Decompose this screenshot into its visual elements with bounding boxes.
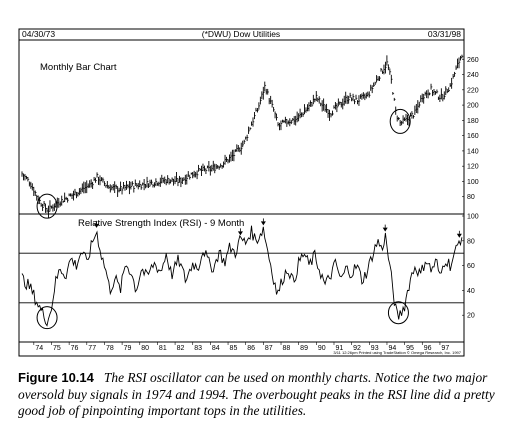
end-date-label: 03/31/98 bbox=[428, 29, 461, 39]
price-y-tick-label: 140 bbox=[467, 148, 479, 155]
rsi-series-line bbox=[21, 225, 463, 327]
x-tick-label: 79 bbox=[124, 345, 132, 352]
x-tick-label: 92 bbox=[353, 345, 361, 352]
x-tick-label: 97 bbox=[441, 345, 449, 352]
x-tick-label: 95 bbox=[406, 345, 414, 352]
buy-signal-circle bbox=[36, 193, 58, 219]
overbought-arrow bbox=[382, 227, 388, 232]
rsi-y-tick-label: 80 bbox=[467, 238, 475, 245]
x-axis: 74 75 76 77 78 79 80 81 82 83 84 85 86 87 88 89 90 91 92 93… bbox=[33, 342, 449, 352]
rsi-y-axis: 20 40 60 80 100 bbox=[462, 214, 479, 320]
x-tick-label: 96 bbox=[424, 345, 432, 352]
x-tick-label: 83 bbox=[194, 345, 202, 352]
rsi-y-tick-label: 100 bbox=[467, 214, 479, 221]
x-tick-label: 91 bbox=[335, 345, 343, 352]
x-tick-label: 81 bbox=[159, 345, 167, 352]
rsi-y-tick-label: 40 bbox=[467, 288, 475, 295]
x-tick-label: 78 bbox=[106, 345, 114, 352]
chart-title: (*DWU) Dow Utilities bbox=[202, 29, 280, 39]
caption-label: Figure 10.14 bbox=[18, 370, 94, 385]
x-tick-label: 80 bbox=[141, 345, 149, 352]
price-y-tick-label: 80 bbox=[467, 194, 475, 201]
price-y-tick-label: 120 bbox=[467, 164, 479, 171]
x-tick-label: 93 bbox=[371, 345, 379, 352]
x-tick-label: 85 bbox=[230, 345, 238, 352]
x-tick-label: 86 bbox=[247, 345, 255, 352]
overbought-arrow bbox=[456, 233, 462, 238]
price-y-tick-label: 220 bbox=[467, 87, 479, 94]
x-tick-label: 89 bbox=[300, 345, 308, 352]
price-y-tick-label: 100 bbox=[467, 179, 479, 186]
price-y-tick-label: 240 bbox=[467, 72, 479, 79]
x-tick-label: 88 bbox=[283, 345, 291, 352]
x-tick-label: 82 bbox=[177, 345, 185, 352]
price-buy-circles bbox=[36, 108, 411, 219]
rsi-y-tick-label: 20 bbox=[467, 313, 475, 320]
price-y-tick-label: 160 bbox=[467, 133, 479, 140]
rsi-buy-signal-circle bbox=[387, 301, 409, 325]
rsi-buy-circles bbox=[36, 301, 409, 330]
rsi-line bbox=[21, 225, 463, 327]
overbought-arrow bbox=[260, 221, 266, 226]
buy-signal-circle bbox=[389, 108, 411, 134]
rsi-panel-title: Relative Strength Index (RSI) - 9 Month bbox=[78, 218, 244, 229]
x-tick-label: 87 bbox=[265, 345, 273, 352]
rsi-y-tick-label: 60 bbox=[467, 263, 475, 270]
x-tick-label: 94 bbox=[388, 345, 396, 352]
rsi-buy-signal-circle bbox=[36, 306, 58, 330]
caption-text: The RSI oscillator can be used on monthl… bbox=[18, 370, 495, 419]
footer-credit: 3/11 12:26pm Printed using TradeStation … bbox=[333, 350, 461, 355]
x-tick-label: 84 bbox=[212, 345, 220, 352]
x-tick-label: 75 bbox=[53, 345, 61, 352]
rsi-reference-lines bbox=[19, 252, 464, 304]
price-y-tick-label: 180 bbox=[467, 118, 479, 125]
start-date-label: 04/30/73 bbox=[22, 29, 55, 39]
x-tick-label: 90 bbox=[318, 345, 326, 352]
overbought-arrow bbox=[94, 223, 100, 228]
x-tick-label: 77 bbox=[88, 345, 96, 352]
rsi-overbought-arrows bbox=[94, 218, 462, 238]
figure-caption: Figure 10.14 The RSI oscillator can be u… bbox=[18, 370, 518, 420]
price-bars bbox=[21, 54, 464, 218]
x-tick-label: 76 bbox=[71, 345, 79, 352]
chart-frame bbox=[18, 28, 465, 357]
overbought-arrow bbox=[237, 231, 243, 236]
price-y-axis: 80 100 120 140 160 180 200 220 240 260 bbox=[462, 57, 479, 201]
x-tick-label: 74 bbox=[35, 345, 43, 352]
price-y-tick-label: 260 bbox=[467, 57, 479, 64]
price-panel-title: Monthly Bar Chart bbox=[40, 62, 117, 73]
price-y-tick-label: 200 bbox=[467, 103, 479, 110]
